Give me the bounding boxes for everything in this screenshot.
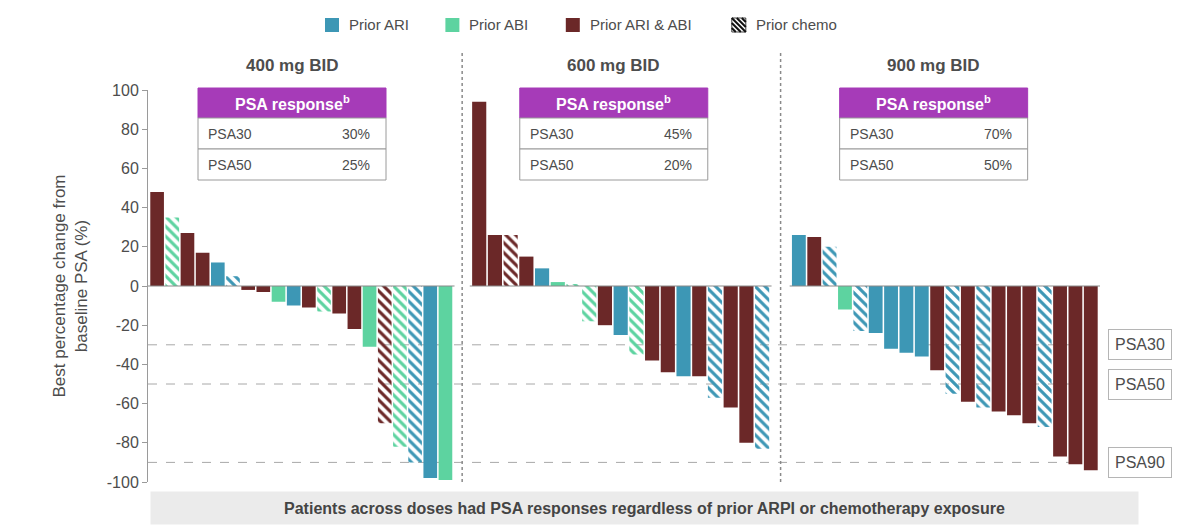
- svg-text:50%: 50%: [984, 157, 1012, 173]
- svg-text:Prior chemo: Prior chemo: [756, 16, 837, 33]
- svg-text:100: 100: [112, 82, 139, 99]
- svg-text:0: 0: [130, 278, 139, 295]
- svg-text:-40: -40: [116, 356, 139, 373]
- svg-text:Prior ARI: Prior ARI: [349, 16, 409, 33]
- svg-text:Patients across doses had PSA: Patients across doses had PSA responses …: [284, 500, 1005, 517]
- svg-text:25%: 25%: [342, 157, 370, 173]
- svg-text:70%: 70%: [984, 126, 1012, 142]
- svg-text:20%: 20%: [664, 157, 692, 173]
- svg-text:20: 20: [121, 238, 139, 255]
- svg-text:PSA50: PSA50: [1115, 376, 1165, 393]
- svg-text:80: 80: [121, 121, 139, 138]
- svg-text:PSA30: PSA30: [208, 126, 252, 142]
- svg-text:600 mg BID: 600 mg BID: [567, 56, 660, 75]
- svg-text:900 mg BID: 900 mg BID: [887, 56, 980, 75]
- svg-text:PSA30: PSA30: [1115, 336, 1165, 353]
- svg-text:-80: -80: [116, 434, 139, 451]
- svg-text:Prior ARI & ABI: Prior ARI & ABI: [590, 16, 692, 33]
- svg-text:PSA30: PSA30: [850, 126, 894, 142]
- svg-text:PSA90: PSA90: [1115, 454, 1165, 471]
- svg-text:40: 40: [121, 199, 139, 216]
- svg-text:60: 60: [121, 160, 139, 177]
- svg-text:Best percentage change frombas: Best percentage change frombaseline PSA …: [50, 174, 91, 397]
- svg-text:PSA50: PSA50: [850, 157, 894, 173]
- svg-text:45%: 45%: [664, 126, 692, 142]
- svg-text:Prior ABI: Prior ABI: [469, 16, 528, 33]
- svg-text:-60: -60: [116, 395, 139, 412]
- svg-text:PSA50: PSA50: [208, 157, 252, 173]
- svg-text:PSA response​b​: PSA response​b​: [235, 93, 350, 113]
- svg-text:-20: -20: [116, 317, 139, 334]
- svg-text:30%: 30%: [342, 126, 370, 142]
- svg-text:-100: -100: [107, 474, 139, 491]
- svg-text:400 mg BID: 400 mg BID: [246, 56, 339, 75]
- svg-text:PSA response​b​: PSA response​b​: [876, 93, 991, 113]
- svg-text:PSA response​b​: PSA response​b​: [556, 93, 671, 113]
- svg-text:PSA30: PSA30: [530, 126, 574, 142]
- svg-text:PSA50: PSA50: [530, 157, 574, 173]
